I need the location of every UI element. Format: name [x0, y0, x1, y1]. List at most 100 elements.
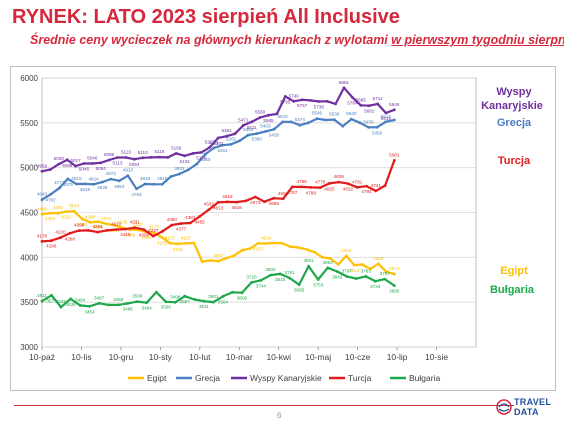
data-point-egipt: [48, 211, 52, 215]
data-point-grecja: [160, 182, 164, 186]
globe-icon: [496, 399, 512, 415]
data-label-bu-garia: 3695: [294, 288, 305, 293]
data-point-wyspy-kanaryjskie: [292, 99, 296, 103]
data-point-grecja: [57, 186, 61, 190]
x-tick-label: 10-maj: [305, 352, 331, 362]
data-point-bu-garia: [297, 283, 301, 287]
end-label: Bułgaria: [490, 284, 535, 296]
x-tick-label: 10-sie: [425, 352, 448, 362]
data-label-bu-garia: 3536: [65, 302, 76, 307]
data-label-grecja: 5510: [277, 114, 288, 119]
data-point-egipt: [104, 222, 108, 226]
data-point-egipt: [240, 248, 244, 252]
data-label-egipt: 3928: [373, 256, 384, 261]
data-point-wyspy-kanaryjskie: [116, 156, 119, 159]
data-point-wyspy-kanaryjskie: [141, 156, 145, 160]
data-point-bu-garia: [183, 294, 187, 298]
data-label-turcja: 5081: [389, 152, 400, 157]
data-label-turcja: 4237: [148, 228, 159, 233]
data-label-bu-garia: 3469: [113, 297, 124, 302]
data-label-bu-garia: 3815: [275, 277, 286, 282]
data-point-wyspy-kanaryjskie: [225, 134, 229, 138]
data-label-egipt: 4514: [69, 203, 80, 208]
data-point-wyspy-kanaryjskie: [208, 145, 212, 149]
data-point-grecja: [221, 143, 224, 147]
data-label-bu-garia: 3577: [46, 298, 57, 303]
data-point-bu-garia: [364, 275, 368, 278]
legend-label-grecja: Grecja: [195, 373, 220, 383]
data-point-bu-garia: [345, 275, 349, 278]
data-label-wyspy-kanaryjskie: 5170: [196, 155, 207, 160]
data-label-wyspy-kanaryjskie: 5711: [373, 96, 383, 101]
data-point-grecja: [152, 182, 156, 186]
data-point-turcja: [263, 200, 266, 204]
data-point-wyspy-kanaryjskie: [309, 99, 312, 102]
data-label-bu-garia: 3802: [265, 267, 276, 272]
footer-divider: [14, 405, 514, 406]
legend-label-egipt: Egipt: [147, 373, 167, 383]
data-point-bu-garia: [269, 273, 272, 277]
data-label-grecja: 5546: [312, 111, 323, 116]
data-point-grecja: [100, 180, 104, 184]
data-label-grecja: 5428: [269, 132, 280, 137]
data-label-egipt: 4154: [261, 236, 272, 241]
data-label-grecja: 4873: [106, 171, 117, 176]
data-point-wyspy-kanaryjskie: [275, 112, 279, 116]
data-point-turcja: [244, 199, 248, 203]
data-point-egipt: [200, 260, 204, 263]
data-label-grecja: 4839: [97, 185, 108, 190]
data-point-egipt: [160, 236, 164, 239]
data-label-turcja: 4825: [324, 186, 335, 191]
data-point-grecja: [272, 127, 276, 131]
data-point-turcja: [383, 184, 387, 187]
data-label-grecja: 5450: [363, 119, 374, 124]
data-point-wyspy-kanaryjskie: [107, 158, 111, 162]
data-point-turcja: [188, 221, 192, 225]
data-label-grecja: 4702: [45, 197, 56, 202]
data-point-wyspy-kanaryjskie: [132, 157, 136, 161]
data-point-wyspy-kanaryjskie: [325, 99, 329, 103]
data-label-egipt: 4284: [141, 235, 152, 240]
data-label-grecja: 4910: [123, 168, 134, 173]
data-label-egipt: 3813: [389, 266, 400, 271]
data-point-egipt: [192, 241, 196, 245]
data-point-turcja: [161, 229, 164, 233]
data-label-wyspy-kanaryjskie: 5511: [247, 125, 257, 130]
data-label-wyspy-kanaryjskie: 5784: [347, 100, 358, 105]
data-label-bu-garia: 3454: [84, 309, 95, 314]
data-point-egipt: [376, 262, 380, 266]
data-label-turcja: 4822: [343, 187, 354, 192]
data-label-wyspy-kanaryjskie: 5017: [70, 158, 81, 163]
data-label-grecja: 4771: [54, 180, 65, 185]
y-tick-label: 3500: [20, 298, 38, 307]
data-label-turcja: 4839: [334, 174, 345, 179]
data-label-turcja: 4331: [130, 220, 141, 225]
data-point-bu-garia: [107, 303, 111, 307]
data-label-bu-garia: 3763: [361, 268, 372, 273]
y-tick-label: 5000: [20, 164, 38, 173]
data-label-turcja: 4268: [65, 236, 76, 241]
data-point-turcja: [318, 186, 322, 189]
data-point-grecja: [109, 177, 113, 181]
data-point-grecja: [40, 198, 44, 202]
data-label-wyspy-kanaryjskie: 5132: [179, 159, 190, 164]
data-point-egipt: [184, 241, 188, 245]
data-point-egipt: [176, 242, 180, 246]
data-point-turcja: [328, 182, 331, 185]
data-label-grecja: 5512: [381, 114, 392, 119]
data-point-egipt: [152, 231, 156, 235]
data-point-egipt: [248, 247, 252, 250]
data-point-turcja: [124, 227, 127, 231]
data-label-wyspy-kanaryjskie: 5227: [205, 139, 216, 144]
data-point-grecja: [117, 179, 121, 183]
data-label-grecja: 4819: [80, 187, 91, 192]
x-tick-label: 10-lip: [387, 352, 408, 362]
travel-data-logo: TRAVEL DATA: [496, 397, 558, 421]
data-label-turcja: 4778: [315, 180, 326, 185]
data-label-wyspy-kanaryjskie: 5645: [389, 102, 400, 107]
data-point-bu-garia: [126, 302, 130, 305]
data-point-grecja: [195, 162, 199, 166]
data-point-wyspy-kanaryjskie: [49, 168, 52, 171]
data-point-grecja: [143, 182, 147, 186]
data-label-wyspy-kanaryjskie: 5740: [289, 93, 300, 98]
